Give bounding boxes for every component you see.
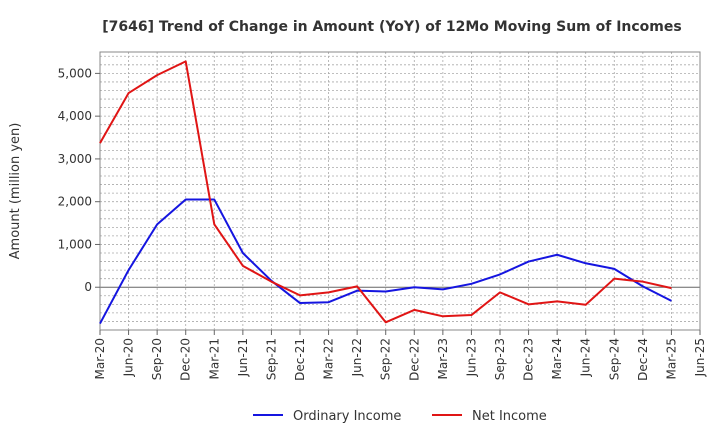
x-tick-label: Sep-22 xyxy=(379,338,393,380)
axes: 0 1,000 2,000 3,000 4,000 5,000 Mar-20 Jun-20 Se… xyxy=(58,51,707,381)
x-tick-label: Sep-21 xyxy=(264,338,278,380)
y-tick-label: 4,000 xyxy=(58,109,92,123)
x-tick-label: Jun-20 xyxy=(122,338,136,377)
x-tick-label: Jun-22 xyxy=(350,338,364,377)
x-tick-label: Dec-22 xyxy=(407,338,421,381)
chart-title: [7646] Trend of Change in Amount (YoY) o… xyxy=(102,19,681,35)
y-tick-label: 5,000 xyxy=(58,66,92,80)
x-tick-label: Sep-23 xyxy=(493,338,507,380)
x-tick-label: Mar-22 xyxy=(322,338,336,379)
x-tick-label: Mar-21 xyxy=(207,338,221,379)
x-tick-label: Mar-24 xyxy=(550,338,564,379)
legend-label: Net Income xyxy=(472,409,547,424)
legend-item: Ordinary Income xyxy=(253,409,401,424)
series xyxy=(99,60,672,325)
y-tick-label: 3,000 xyxy=(58,152,92,166)
grid xyxy=(99,52,701,330)
y-axis-label: Amount (million yen) xyxy=(8,123,23,260)
x-tick-label: Jun-23 xyxy=(464,338,478,377)
plot-frame xyxy=(99,51,701,331)
x-tick-label: Sep-24 xyxy=(607,338,621,380)
x-tick-label: Jun-24 xyxy=(579,338,593,377)
series-line xyxy=(99,60,672,324)
x-tick-label: Mar-23 xyxy=(436,338,450,379)
x-tick-label: Dec-20 xyxy=(179,338,193,381)
x-tick-label: Dec-21 xyxy=(293,338,307,381)
x-tick-label: Dec-24 xyxy=(636,338,650,381)
series-line xyxy=(99,198,672,325)
x-tick-label: Jun-25 xyxy=(693,338,707,377)
y-tick-label: 2,000 xyxy=(58,195,92,209)
x-tick-label: Sep-20 xyxy=(150,338,164,380)
y-tick-label: 1,000 xyxy=(58,237,92,251)
y-tick-label: 0 xyxy=(84,280,92,294)
x-tick-label: Mar-20 xyxy=(93,338,107,379)
x-tick-label: Jun-21 xyxy=(236,338,250,377)
legend: Ordinary Income Net Income xyxy=(253,409,547,424)
x-tick-label: Dec-23 xyxy=(522,338,536,381)
legend-label: Ordinary Income xyxy=(293,409,401,424)
legend-item: Net Income xyxy=(432,409,547,424)
x-tick-label: Mar-25 xyxy=(664,338,678,379)
